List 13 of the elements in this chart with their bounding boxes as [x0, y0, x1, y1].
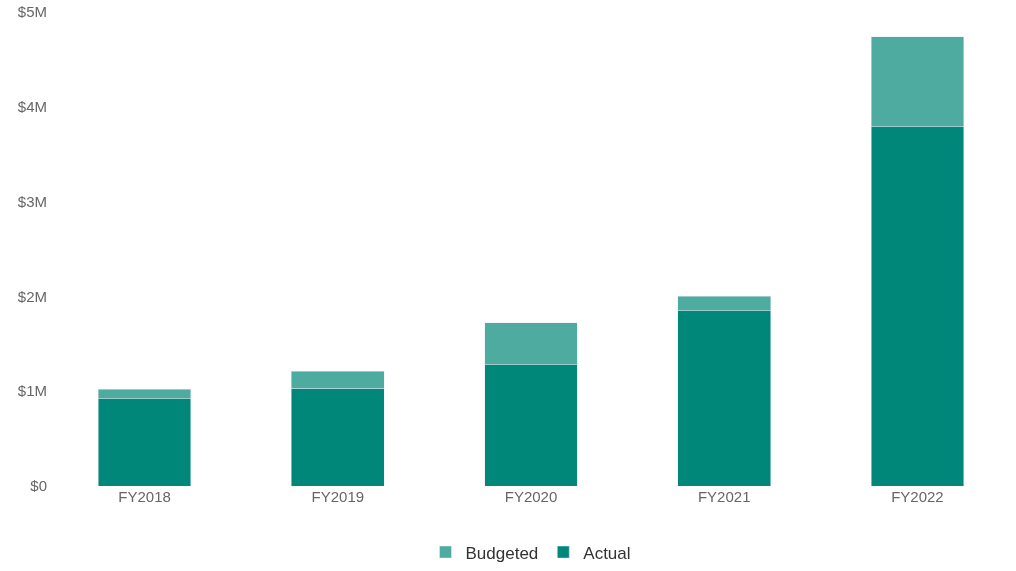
y-tick-label: $1M: [17, 382, 47, 400]
y-tick-label: $5M: [17, 3, 47, 21]
x-tick-label: FY2020: [504, 488, 558, 505]
legend-label: Budgeted: [465, 543, 539, 563]
y-tick-label: $2M: [17, 287, 47, 305]
y-tick-label: $3M: [17, 192, 47, 210]
y-tick-label: $0: [30, 477, 47, 495]
x-tick-label: FY2019: [311, 488, 365, 505]
legend-label: Actual: [583, 543, 631, 563]
x-tick-label: FY2018: [118, 488, 171, 505]
x-tick-label: FY2022: [891, 488, 944, 505]
x-tick-label: FY2021: [697, 488, 751, 505]
y-tick-label: $4M: [17, 98, 47, 116]
